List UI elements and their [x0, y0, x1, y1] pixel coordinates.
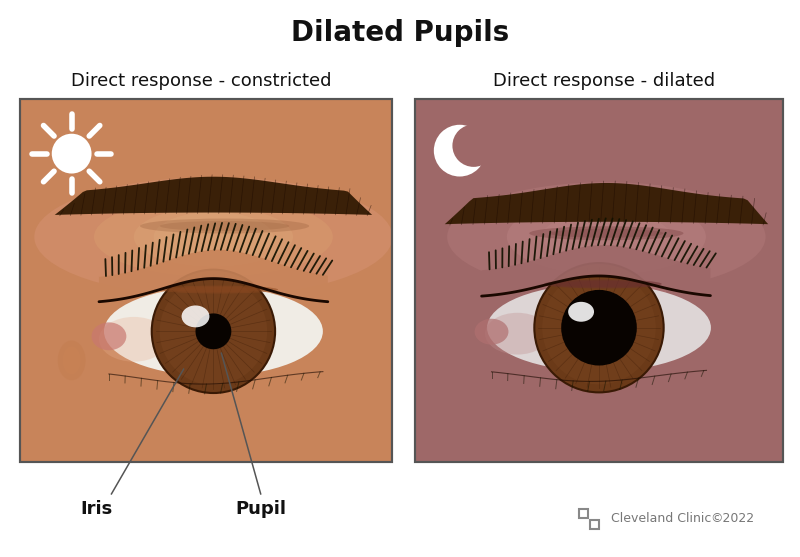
Ellipse shape	[544, 280, 662, 289]
Bar	[20, 99, 392, 462]
Text: Iris: Iris	[80, 500, 113, 518]
Ellipse shape	[91, 323, 126, 350]
Ellipse shape	[530, 226, 683, 240]
Ellipse shape	[34, 177, 393, 297]
Ellipse shape	[134, 207, 293, 267]
Circle shape	[152, 270, 275, 393]
Polygon shape	[54, 177, 372, 215]
Ellipse shape	[474, 319, 509, 345]
Ellipse shape	[94, 197, 333, 277]
Ellipse shape	[546, 279, 666, 304]
Ellipse shape	[530, 299, 669, 356]
Circle shape	[434, 125, 486, 177]
Ellipse shape	[542, 212, 671, 262]
Polygon shape	[445, 183, 768, 224]
Polygon shape	[99, 250, 328, 302]
Ellipse shape	[182, 305, 210, 328]
Circle shape	[453, 124, 495, 167]
Ellipse shape	[149, 285, 278, 312]
Text: Direct response - dilated: Direct response - dilated	[493, 72, 715, 90]
Ellipse shape	[146, 304, 281, 359]
Circle shape	[534, 263, 664, 392]
Ellipse shape	[169, 290, 258, 307]
Bar	[579, 509, 588, 518]
Bar	[20, 99, 392, 462]
Text: Dilated Pupils: Dilated Pupils	[291, 19, 509, 47]
Ellipse shape	[104, 286, 323, 376]
Ellipse shape	[158, 286, 278, 294]
Bar	[590, 520, 599, 529]
Ellipse shape	[487, 284, 711, 372]
Ellipse shape	[507, 199, 706, 275]
Ellipse shape	[160, 221, 290, 231]
Circle shape	[52, 134, 91, 174]
Text: ©2022: ©2022	[710, 512, 754, 525]
Bar	[415, 99, 783, 462]
Ellipse shape	[552, 305, 661, 350]
Ellipse shape	[566, 284, 646, 299]
Ellipse shape	[58, 340, 86, 380]
Circle shape	[160, 277, 267, 385]
Ellipse shape	[447, 182, 766, 292]
Ellipse shape	[154, 212, 273, 262]
Ellipse shape	[568, 302, 594, 322]
Ellipse shape	[549, 229, 663, 238]
Ellipse shape	[62, 346, 81, 374]
Text: Direct response - constricted: Direct response - constricted	[70, 72, 331, 90]
Ellipse shape	[140, 218, 309, 233]
Ellipse shape	[99, 317, 169, 361]
Circle shape	[542, 271, 656, 384]
Ellipse shape	[556, 281, 650, 287]
Text: Pupil: Pupil	[235, 500, 286, 518]
Polygon shape	[482, 245, 710, 296]
Circle shape	[561, 290, 637, 365]
Ellipse shape	[485, 313, 550, 355]
Ellipse shape	[542, 305, 656, 350]
Ellipse shape	[169, 287, 268, 292]
Ellipse shape	[534, 298, 678, 358]
Text: Cleveland Clinic: Cleveland Clinic	[611, 512, 711, 525]
Bar	[415, 99, 783, 462]
Ellipse shape	[156, 309, 270, 354]
Circle shape	[195, 314, 231, 349]
